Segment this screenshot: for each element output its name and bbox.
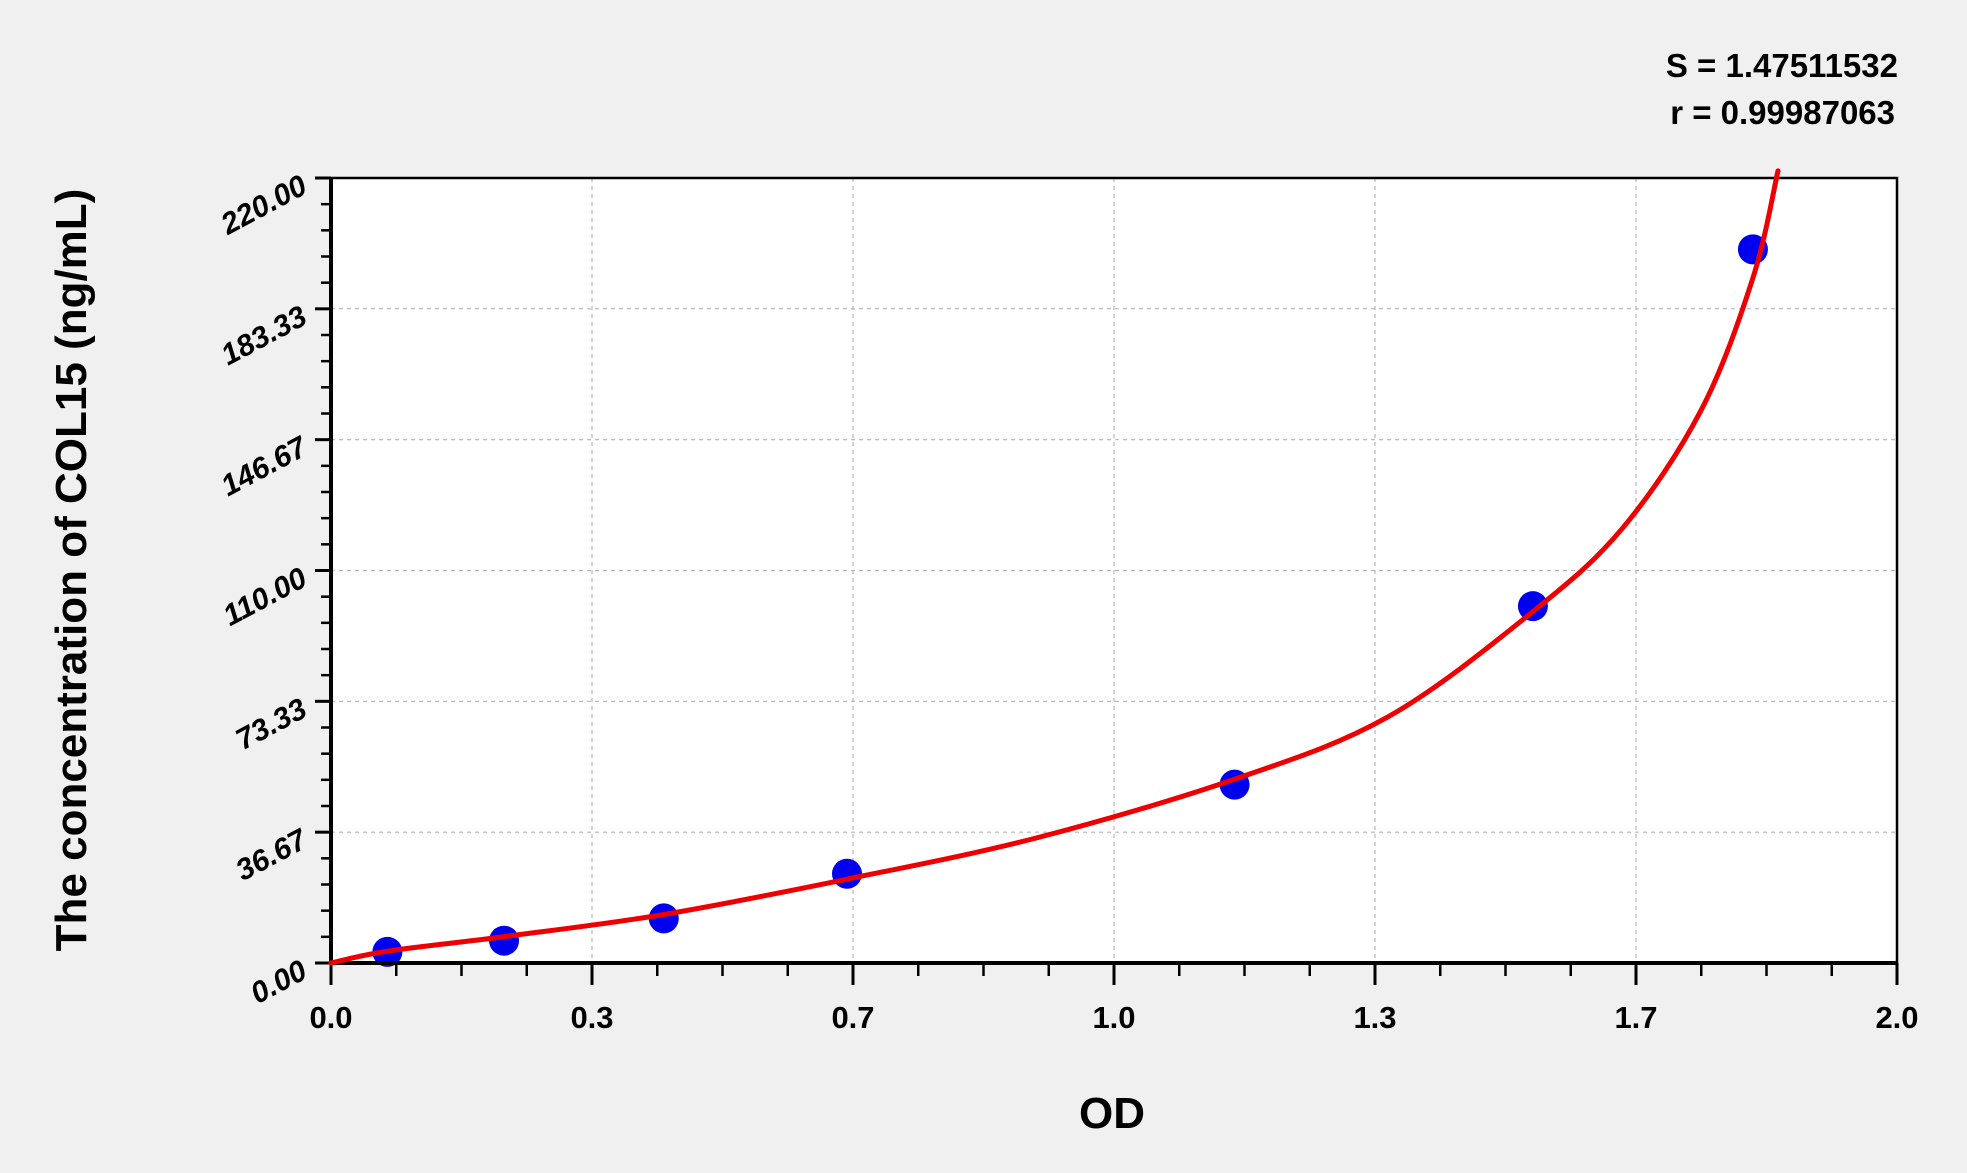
y-tick-label: 73.33 — [231, 692, 313, 757]
x-tick-label: 0.3 — [570, 1000, 613, 1035]
x-tick-label: 1.0 — [1092, 1000, 1135, 1035]
stat-s-annotation: S = 1.47511532 — [1666, 47, 1898, 84]
x-tick-label: 1.3 — [1353, 1000, 1396, 1035]
fit-curve-line — [328, 168, 1781, 966]
data-point — [489, 925, 520, 956]
y-tick-label: 146.67 — [216, 430, 314, 503]
x-tick-label: 1.7 — [1614, 1000, 1657, 1035]
x-axis-title: OD — [1079, 1089, 1145, 1138]
x-tick-label: 0.0 — [309, 1000, 352, 1035]
y-tick-label: 110.00 — [218, 561, 313, 632]
stat-r-annotation: r = 0.99987063 — [1670, 94, 1895, 131]
y-tick-label: 36.67 — [231, 823, 314, 888]
y-tick-label: 183.33 — [216, 300, 313, 372]
y-tick-label: 220.00 — [215, 169, 313, 242]
y-axis-title: The concentration of COL15 (ng/mL) — [47, 189, 96, 952]
x-tick-label: 2.0 — [1875, 1000, 1918, 1035]
data-point — [1517, 591, 1548, 622]
y-tick-label: 0.00 — [245, 954, 312, 1011]
x-tick-label: 0.7 — [831, 1000, 874, 1035]
grid-lines — [331, 178, 1897, 963]
data-point — [831, 858, 862, 889]
